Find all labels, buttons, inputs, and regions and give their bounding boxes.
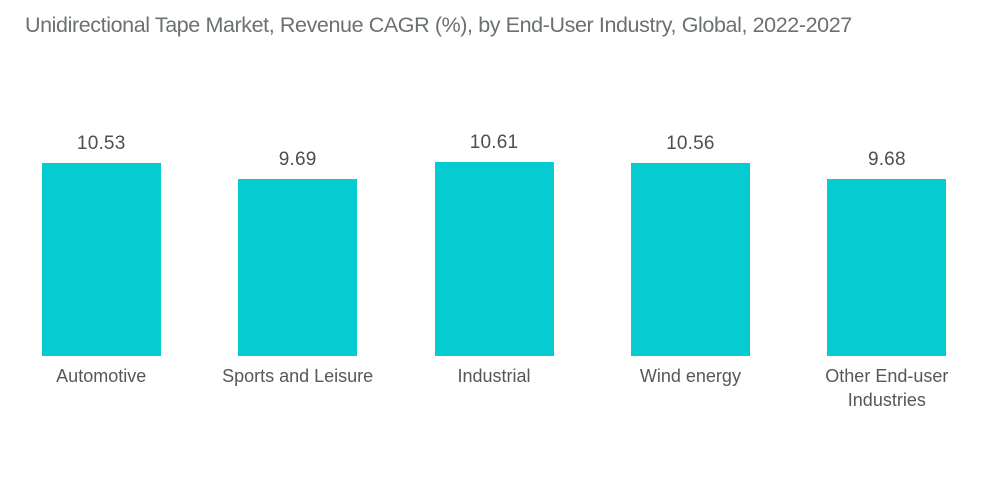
bar-value-label: 9.68 [867, 148, 906, 170]
bar-group: 10.56 Wind energy [592, 0, 788, 504]
bar-stack: 10.56 [630, 0, 750, 356]
bar-group: 10.53 Automotive [3, 0, 199, 504]
category-label: Industrial [457, 366, 531, 386]
bar [827, 178, 947, 356]
bar-stack: 10.61 [434, 0, 554, 356]
bar-group: 10.61 Industrial [396, 0, 592, 504]
bar-stack: 9.69 [238, 0, 358, 356]
category-label: Other End-user Industries [825, 366, 949, 411]
plot-area: 10.53 Automotive 9.69 Sports and Leisure… [3, 0, 985, 504]
bar-value-label: 10.61 [469, 131, 519, 153]
category-label: Automotive [56, 366, 147, 386]
bar-group: 9.68 Other End-user Industries [789, 0, 985, 504]
bar [434, 161, 554, 356]
bar [41, 163, 161, 356]
category-label: Wind energy [639, 366, 741, 386]
category-label: Sports and Leisure [222, 366, 374, 386]
bar-value-label: 9.69 [278, 148, 317, 170]
bar-value-label: 10.56 [666, 132, 715, 154]
bar-stack: 9.68 [827, 0, 947, 356]
bar-stack: 10.53 [41, 0, 161, 356]
bar-group: 9.69 Sports and Leisure [199, 0, 395, 504]
bar-value-label: 10.53 [76, 133, 126, 155]
chart-title: Unidirectional Tape Market, Revenue CAGR… [25, 13, 852, 37]
bar [630, 162, 750, 356]
bar [238, 178, 358, 356]
